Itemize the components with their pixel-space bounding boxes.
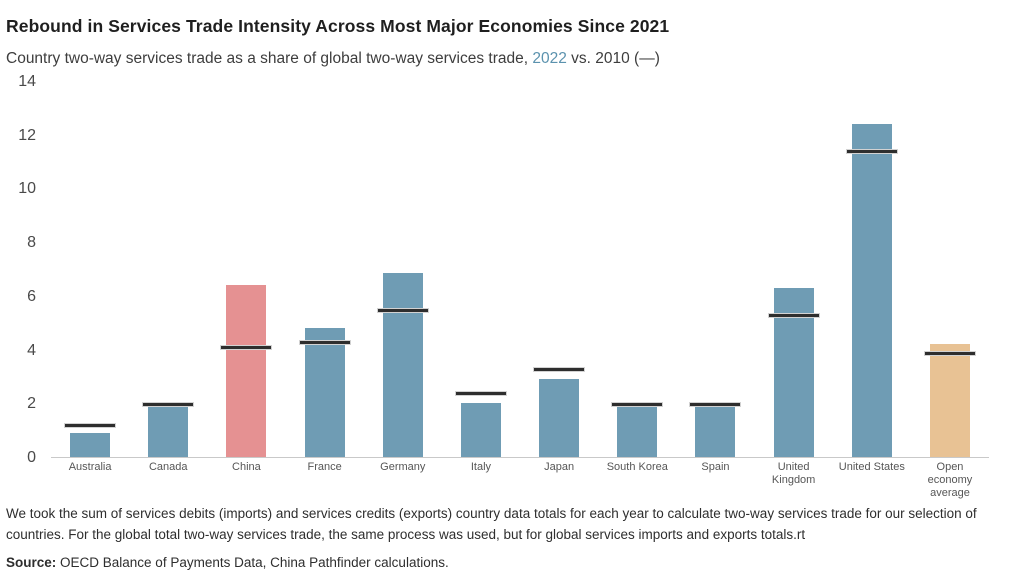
y-tick-label: 4 [27,341,36,359]
dash-2010-japan [533,366,586,372]
x-axis-labels: Australia Canada China France Germany Italy Ja… [51,461,989,500]
bar-2022-china [226,285,267,457]
y-tick-label: 2 [27,395,36,413]
bar-2022-japan [539,379,580,457]
subtitle-prefix: Country two-way services trade as a shar… [6,50,533,67]
source-line: Source: OECD Balance of Payments Data, C… [6,555,1016,570]
bar-slot-australia [51,82,129,457]
x-label-china: China [232,461,261,473]
source-label: Source: [6,554,57,570]
page-title: Rebound in Services Trade Intensity Acro… [6,16,670,36]
x-label-canada: Canada [148,461,188,473]
dash-2010-spain [689,401,742,407]
bar-2022-open-economy-average [929,344,970,457]
bar-2022-france [304,328,345,457]
y-tick-label: 0 [27,449,36,466]
dash-2010-united-kingdom [767,313,820,319]
bar-slot-south-korea [598,82,676,457]
bar-2022-italy [460,403,501,457]
x-label-australia: Australia [68,461,112,473]
dash-2010-united-states [845,149,898,155]
chart-footnote: We took the sum of services debits (impo… [6,506,977,542]
chart-subtitle: Country two-way services trade as a shar… [6,50,1016,68]
x-label-germany: Germany [380,461,426,473]
bar-slot-france [286,82,364,457]
dash-2010-canada [142,401,195,407]
x-label-open-economy-average: Open economy average [927,461,973,499]
plot-area [51,82,989,458]
bar-slot-united-states [833,82,911,457]
x-label-japan: Japan [544,461,575,473]
source-text: OECD Balance of Payments Data, China Pat… [56,554,449,570]
x-label-france: France [307,461,342,473]
dash-2010-germany [376,307,429,313]
subtitle-year-2022: 2022 [532,50,567,67]
bar-2022-canada [148,405,189,457]
x-label-south-korea: South Korea [606,461,668,473]
bar-2022-spain [695,405,736,457]
dash-2010-china [220,345,273,351]
bar-slot-china [207,82,285,457]
bar-2022-south-korea [617,405,658,457]
x-label-spain: Spain [701,461,730,473]
bar-slot-japan [520,82,598,457]
y-tick-label: 6 [27,287,36,305]
x-label-united-states: United States [838,461,905,473]
y-tick-label: 14 [18,73,36,90]
bar-slot-united-kingdom [755,82,833,457]
x-label-italy: Italy [470,461,492,473]
dash-2010-france [298,340,351,346]
y-tick-label: 8 [27,234,36,252]
y-tick-label: 12 [18,126,36,144]
bar-slot-germany [364,82,442,457]
dash-2010-italy [454,391,507,397]
dash-2010-open-economy-average [923,350,976,356]
y-axis: 0 2 4 6 8 10 12 14 [6,73,36,466]
bar-slot-italy [442,82,520,457]
y-tick-label: 10 [18,180,36,198]
bar-2022-germany [382,273,423,457]
bar-2022-united-states [851,123,892,457]
x-label-united-kingdom: United Kingdom [771,461,816,486]
bar-slot-spain [676,82,754,457]
subtitle-suffix: vs. 2010 (—) [566,50,660,67]
bar-slot-open-economy-average [911,82,989,457]
bar-chart: 0 2 4 6 8 10 12 14 Australia Canada China France Ge… [6,73,1016,502]
bar-2022-australia [70,432,111,457]
dash-2010-south-korea [611,401,664,407]
bar-slot-canada [129,82,207,457]
dash-2010-australia [64,423,117,429]
